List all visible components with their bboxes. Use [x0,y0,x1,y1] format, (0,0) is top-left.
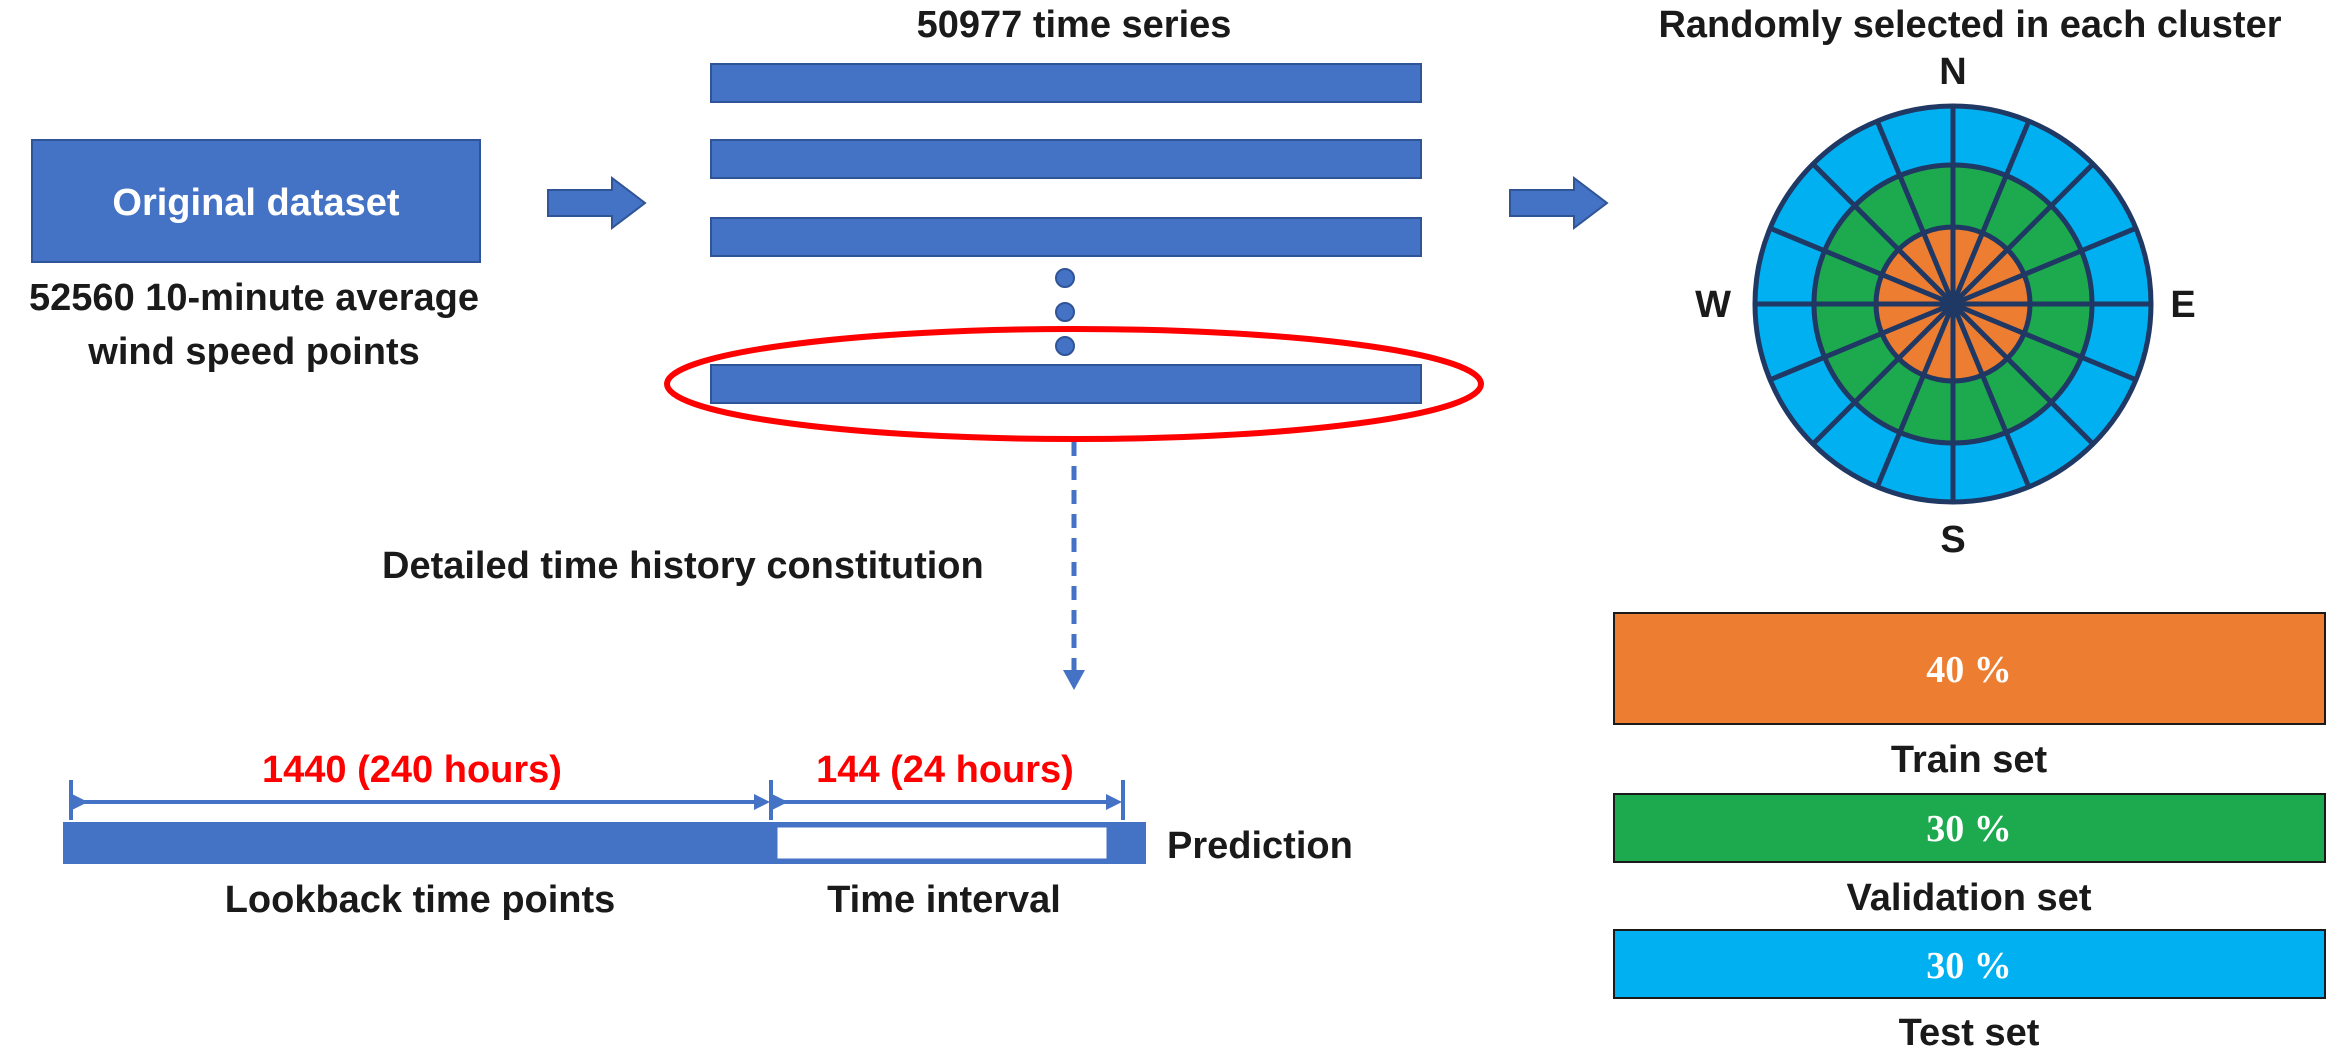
test-percent: 30 % [1926,945,2012,987]
series-bar [710,217,1422,257]
interval-label: Time interval [827,879,1061,921]
series-bar-selected [710,364,1422,404]
compass-east: E [2170,284,2195,326]
validation-label: Validation set [1847,877,2092,919]
original-dataset-label: Original dataset [112,182,400,224]
ellipsis-dot [1055,336,1075,356]
rose-spoke [1769,301,1954,383]
train-label: Train set [1891,739,2048,781]
prediction-label: Prediction [1167,825,1353,867]
flow-arrow-to-series [547,175,647,231]
train-bar [1613,612,2326,725]
series-bar [710,139,1422,179]
rose-spoke [1874,303,1956,488]
test-bar [1613,929,2326,999]
rose-spoke [1769,225,1954,307]
interval-box [777,827,1107,859]
validation-bar [1613,793,2326,863]
wind-rose [1752,103,2154,505]
compass-north: N [1939,51,1966,93]
flow-arrow-to-rose [1509,175,1609,231]
original-dataset-box [31,139,481,263]
rose-spoke [1951,302,2095,446]
rose-spoke [1950,303,2032,488]
rose-title: Randomly selected in each cluster [1658,4,2281,46]
series-bar [710,63,1422,103]
interval-span-label: 144 (24 hours) [816,749,1074,791]
ellipsis-dot [1055,302,1075,322]
rose-spoke [1952,301,2137,383]
train-percent: 40 % [1926,649,2012,691]
compass-west: W [1695,284,1731,326]
rose-spoke [1950,120,2032,305]
original-caption-line2: wind speed points [87,331,419,373]
detail-label: Detailed time history constitution [382,545,984,587]
ellipsis-dot [1055,268,1075,288]
series-title: 50977 time series [917,4,1232,46]
selection-ellipse [664,326,1484,442]
validation-percent: 30 % [1926,808,2012,850]
original-caption-line1: 52560 10-minute average [29,277,479,319]
rose-spokes [1755,106,2151,502]
rose-spoke [1952,225,2137,307]
rose-spoke [1811,162,1955,306]
test-label: Test set [1899,1012,2040,1054]
detail-arrowhead [1063,670,1085,690]
lookback-label: Lookback time points [225,879,616,921]
rose-spoke [1811,302,1955,446]
rose-spoke [1874,120,1956,305]
lookback-span-label: 1440 (240 hours) [262,749,562,791]
compass-south: S [1940,519,1965,561]
rose-center [1947,298,1959,310]
rose-spoke [1951,162,2095,306]
